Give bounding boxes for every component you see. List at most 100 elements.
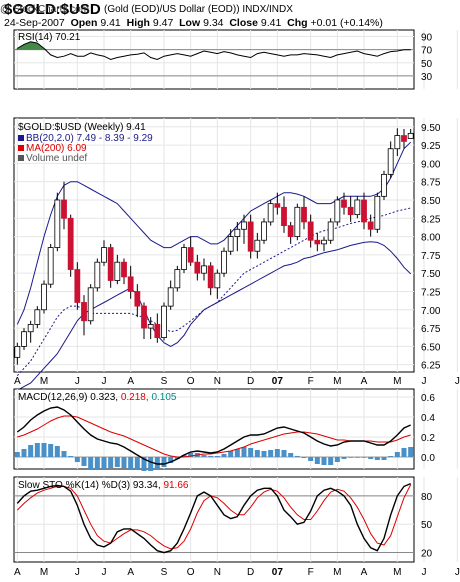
macd-histogram-bar bbox=[254, 450, 260, 457]
macd-histogram-bar bbox=[221, 454, 227, 457]
candle-body bbox=[127, 276, 134, 292]
macd-histogram-bar bbox=[394, 452, 400, 457]
macd-histogram-bar bbox=[368, 457, 374, 459]
macd-signal-line bbox=[17, 415, 411, 458]
symbol-description: (Gold (EOD)/US Dollar (EOD)) INDX/INDX bbox=[104, 4, 293, 15]
price-tick-label: 9.25 bbox=[421, 141, 441, 152]
candle-body bbox=[274, 203, 281, 208]
price-tick-label: 8.75 bbox=[421, 178, 441, 189]
candle-body bbox=[121, 261, 127, 278]
candle-body bbox=[214, 272, 221, 289]
quote-date: 24-Sep-2007 bbox=[4, 17, 65, 29]
candle-body bbox=[134, 291, 141, 307]
x-axis-label: A bbox=[361, 376, 368, 387]
macd-histogram-bar bbox=[234, 449, 240, 457]
macd-histogram-bar bbox=[188, 453, 194, 457]
x-axis-label: M bbox=[333, 376, 341, 387]
candle-body bbox=[334, 199, 341, 223]
x-axis-bottom-label: M bbox=[333, 567, 341, 578]
x-axis-bottom-label: F bbox=[308, 567, 314, 578]
x-axis-label: D bbox=[247, 376, 254, 387]
macd-histogram-bar bbox=[48, 444, 54, 457]
macd-histogram-bar bbox=[174, 457, 180, 459]
x-axis-bottom-label: A bbox=[127, 567, 134, 578]
macd-histogram-bar bbox=[41, 443, 47, 457]
rsi-tick-label: 70 bbox=[421, 46, 433, 57]
rsi-tick-label: 50 bbox=[421, 59, 433, 70]
macd-histogram-bar bbox=[341, 457, 347, 459]
x-axis-label: M bbox=[393, 376, 401, 387]
legend-swatch-1 bbox=[18, 145, 24, 151]
sto-k-line bbox=[16, 482, 411, 554]
macd-histogram-bar bbox=[241, 447, 247, 457]
candle-body bbox=[141, 305, 147, 329]
price-tick-label: 7.25 bbox=[421, 287, 441, 298]
macd-histogram-bar bbox=[228, 451, 234, 457]
candle-body bbox=[247, 221, 254, 252]
price-tick-label: 8.50 bbox=[421, 196, 441, 207]
macd-histogram-bar bbox=[321, 457, 327, 465]
candle-body bbox=[94, 261, 101, 289]
x-axis-bottom-label: N bbox=[214, 567, 221, 578]
macd-histogram-bar bbox=[181, 455, 187, 457]
macd-histogram-bar bbox=[88, 457, 94, 469]
macd-line bbox=[16, 406, 411, 465]
candle-body bbox=[374, 195, 381, 230]
candle-body bbox=[34, 309, 41, 325]
candle-body bbox=[281, 206, 287, 227]
price-tick-label: 6.75 bbox=[421, 324, 441, 335]
x-axis-bottom-label: M bbox=[40, 567, 48, 578]
x-axis-label: A bbox=[127, 376, 134, 387]
candle-body bbox=[347, 206, 354, 216]
candle-body bbox=[181, 247, 187, 270]
candle-body bbox=[187, 247, 194, 263]
quote-line: 24-Sep-2007 Open 9.41 High 9.47 Low 9.34… bbox=[4, 17, 383, 29]
macd-histogram-bar bbox=[334, 457, 340, 462]
macd-histogram-bar bbox=[141, 457, 147, 471]
candle-body bbox=[61, 199, 67, 219]
x-axis-bottom-label: J bbox=[455, 567, 460, 578]
macd-histogram-bar bbox=[388, 456, 394, 457]
macd-tick-label: 0.0 bbox=[421, 453, 435, 464]
low-label: Low bbox=[179, 17, 201, 29]
candle-body bbox=[307, 221, 314, 241]
x-axis-label: S bbox=[161, 376, 168, 387]
candle-body bbox=[194, 261, 201, 274]
open-value: 9.41 bbox=[100, 17, 121, 29]
legend-swatch-0 bbox=[18, 135, 24, 141]
macd-histogram-bar bbox=[308, 457, 314, 461]
x-axis-label: M bbox=[40, 376, 48, 387]
candle-body bbox=[241, 221, 247, 230]
x-axis-label: A bbox=[14, 376, 21, 387]
watermark: @ StockCharts.com bbox=[0, 4, 90, 15]
macd-histogram-bar bbox=[34, 443, 40, 457]
x-axis-label: N bbox=[214, 376, 221, 387]
macd-histogram-bar bbox=[108, 457, 114, 468]
sto-panel: 80 50 20 Slow STO %K(14) %D(3) 93.34, 91.66 bbox=[13, 476, 458, 563]
macd-histogram-bar bbox=[134, 457, 140, 470]
candle-body bbox=[107, 247, 114, 281]
bb-upper-line bbox=[16, 141, 412, 325]
candle-body bbox=[174, 269, 181, 289]
macd-histogram-bar bbox=[401, 448, 407, 457]
candle-body bbox=[27, 324, 34, 333]
macd-histogram-bar bbox=[68, 456, 74, 457]
macd-histogram-bar bbox=[74, 457, 80, 462]
candle-body bbox=[327, 221, 334, 241]
candle-body bbox=[47, 247, 54, 285]
macd-histogram-bar bbox=[94, 457, 100, 470]
candle-body bbox=[354, 199, 361, 216]
rsi-frame bbox=[13, 29, 415, 90]
candle-body bbox=[161, 305, 167, 338]
x-axis-bottom-label: O bbox=[187, 567, 195, 578]
sto-d-line bbox=[16, 484, 412, 550]
x-axis-bottom-label: 07 bbox=[272, 567, 284, 578]
candle-body bbox=[67, 217, 74, 270]
x-axis-bottom-label: A bbox=[361, 567, 368, 578]
legend-swatch-2 bbox=[18, 155, 24, 161]
candle-body bbox=[381, 173, 387, 197]
macd-histogram-bar bbox=[81, 457, 87, 466]
price-tick-label: 8.00 bbox=[421, 233, 441, 244]
macd-histogram-bar bbox=[274, 449, 280, 457]
candle-body bbox=[21, 331, 27, 347]
